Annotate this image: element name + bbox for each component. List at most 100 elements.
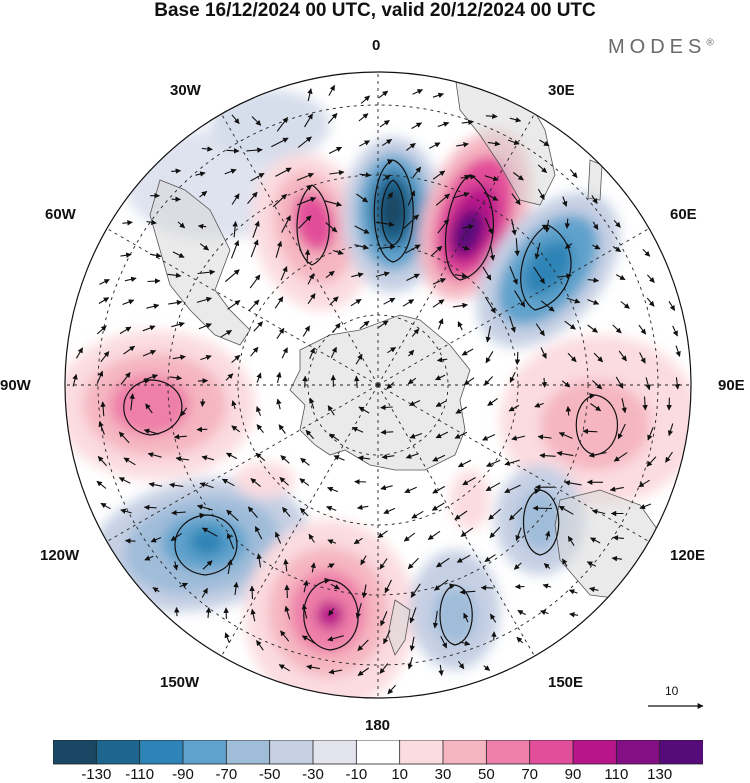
lon-label-60w: 60W [45, 206, 76, 223]
wind-arrow [226, 532, 235, 550]
wind-arrow [405, 142, 416, 151]
wind-arrow [177, 221, 186, 229]
wind-arrow [561, 380, 571, 388]
wind-arrow [303, 580, 309, 593]
wind-arrow [96, 370, 104, 384]
meridian-line [221, 113, 379, 386]
wind-arrow [172, 251, 185, 258]
wind-arrow [412, 89, 423, 95]
wind-arrow [152, 587, 160, 593]
wind-arrow [332, 322, 341, 333]
wind-arrow [221, 478, 235, 487]
wind-arrow [224, 168, 237, 175]
wind-arrow [145, 403, 153, 414]
wind-arrow [540, 347, 547, 359]
wind-arrow [250, 346, 259, 357]
wind-arrow [231, 114, 240, 125]
wind-arrow [461, 119, 474, 126]
wind-arrow [568, 589, 578, 595]
wind-arrow [564, 320, 576, 330]
wind-arrow [558, 505, 574, 515]
wind-arrow [226, 148, 240, 154]
anomaly-negative-130e-inner [518, 490, 562, 550]
wind-arrow [539, 452, 556, 459]
wind-arrow [511, 219, 517, 236]
wind-arrow [225, 373, 234, 381]
wind-arrow [432, 278, 447, 285]
wind-arrow [329, 433, 340, 441]
wind-arrow [405, 453, 419, 459]
wind-arrow [247, 506, 258, 518]
wind-arrow [171, 321, 185, 328]
colorbar-swatch [269, 740, 314, 765]
wind-arrow [567, 352, 577, 363]
wind-arrow [667, 423, 674, 437]
wind-arrow [433, 579, 449, 591]
wind-arrow [327, 486, 339, 493]
wind-arrow [409, 400, 421, 406]
wind-arrow [283, 558, 289, 572]
wind-arrow [354, 225, 370, 234]
wind-arrow [304, 113, 313, 128]
wind-arrow [382, 174, 391, 181]
wind-arrow [302, 375, 308, 388]
wind-arrow [408, 349, 415, 357]
wind-arrow [485, 351, 494, 364]
wind-arrow [250, 478, 261, 488]
wind-arrow [381, 453, 395, 460]
antarctica-outline [289, 314, 471, 471]
wind-arrow [387, 346, 397, 354]
wind-arrow [620, 301, 630, 309]
wind-arrow [118, 477, 131, 484]
wind-arrow [430, 245, 443, 257]
wind-arrow [461, 348, 474, 356]
wind-arrow [556, 450, 574, 457]
wind-arrow [432, 610, 439, 629]
meridian-line [377, 113, 535, 386]
wind-arrow [564, 480, 582, 486]
wind-arrow [437, 318, 444, 330]
wind-arrow [509, 316, 516, 333]
wind-arrow [329, 169, 345, 176]
wind-arrow [199, 482, 214, 489]
wind-arrow [435, 193, 451, 206]
wind-arrow [543, 563, 551, 569]
meridian-line [106, 384, 379, 542]
wind-arrow [435, 374, 446, 381]
wind-arrow [489, 526, 501, 539]
modes-logo: MODES® [608, 36, 714, 59]
wind-arrow [179, 582, 189, 588]
wind-arrow [590, 403, 602, 412]
wind-arrow [326, 505, 337, 512]
wind-arrow [171, 509, 186, 516]
wind-arrow [541, 377, 548, 388]
wind-arrow [407, 190, 416, 206]
wind-arrow [325, 270, 335, 279]
wind-arrow [407, 557, 419, 570]
wind-arrow [618, 350, 627, 362]
wind-arrow [380, 404, 393, 411]
wind-arrow [100, 502, 111, 510]
wind-arrow [645, 377, 651, 391]
wind-arrow [299, 507, 309, 517]
wind-arrow [484, 554, 496, 563]
wind-arrow [359, 172, 372, 178]
wind-arrow [403, 214, 420, 229]
wind-arrow [275, 240, 283, 258]
wind-arrow [359, 320, 370, 330]
wind-arrow [646, 274, 655, 283]
wind-arrow [411, 328, 420, 337]
wind-arrow [462, 224, 475, 230]
wind-arrow [377, 530, 388, 539]
wind-vectors [72, 84, 681, 695]
wind-arrow [638, 479, 650, 488]
wind-arrow [407, 656, 413, 670]
wind-arrow [75, 347, 84, 359]
wind-arrow [296, 172, 315, 181]
anomaly-positive-180-core [316, 601, 344, 629]
wind-arrow [358, 113, 369, 122]
wind-arrow [516, 636, 524, 644]
wind-arrow [96, 325, 107, 335]
map-title: Base 16/12/2024 00 UTC, valid 20/12/2024… [154, 0, 596, 21]
